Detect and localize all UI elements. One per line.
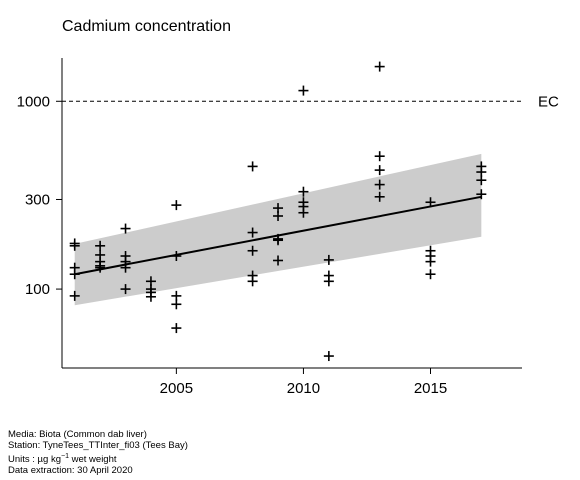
data-point: [171, 200, 182, 211]
data-point: [145, 291, 156, 302]
footer-metadata: Media: Biota (Common dab liver) Station:…: [8, 429, 188, 476]
data-point: [323, 254, 334, 265]
confidence-band: [74, 153, 482, 306]
data-point: [425, 256, 436, 267]
data-point: [247, 227, 258, 238]
data-point: [120, 223, 131, 234]
y-tick-label: 100: [25, 281, 50, 298]
data-point: [171, 299, 182, 310]
data-point: [374, 191, 385, 202]
data-point: [69, 240, 80, 251]
data-point: [247, 276, 258, 287]
data-point: [374, 151, 385, 162]
data-point: [374, 61, 385, 72]
footer-extraction: Data extraction: 30 April 2020: [8, 465, 133, 477]
data-point: [298, 186, 309, 197]
x-tick-label: 2015: [414, 380, 447, 397]
data-point: [171, 323, 182, 334]
x-tick-label: 2010: [287, 380, 320, 397]
data-point: [374, 165, 385, 176]
data-point: [69, 269, 80, 280]
data-point: [374, 179, 385, 190]
y-tick-label: 1000: [17, 93, 50, 110]
data-point: [273, 210, 284, 221]
ec-label: EC: [538, 93, 559, 110]
data-point: [273, 235, 284, 246]
data-point: [323, 351, 334, 362]
data-point: [247, 161, 258, 172]
y-tick-label: 300: [25, 191, 50, 208]
footer-units-prefix: Units : µg kg: [8, 454, 61, 466]
footer-units-suffix: wet weight: [68, 454, 117, 466]
axes-layer: 2005 2010 2015 100 300 1000: [17, 58, 522, 397]
data-point: [120, 284, 131, 295]
data-point: [273, 255, 284, 266]
data-point: [69, 290, 80, 301]
data-point: [171, 251, 182, 262]
data-point: [476, 189, 487, 200]
data-point: [425, 269, 436, 280]
data-point: [425, 197, 436, 208]
footer-units-exponent: −1: [61, 453, 69, 460]
data-point: [298, 85, 309, 96]
x-tick-label: 2005: [160, 380, 193, 397]
confidence-band-layer: [74, 153, 482, 306]
data-point: [95, 262, 106, 273]
data-point: [95, 240, 106, 251]
data-point: [171, 290, 182, 301]
points-layer: [69, 61, 487, 362]
reference-line-layer: EC: [62, 93, 559, 110]
data-point: [476, 175, 487, 186]
footer-media: Media: Biota (Common dab liver): [8, 429, 147, 440]
footer-units: Units : µg kg−1 wet weight: [8, 451, 188, 465]
data-point: [298, 207, 309, 218]
data-point: [247, 245, 258, 256]
chart-title: Cadmium concentration: [62, 18, 231, 35]
data-point: [323, 276, 334, 287]
footer-station: Station: TyneTees_TTInter_fi03 (Tees Bay…: [8, 440, 188, 451]
data-point: [120, 262, 131, 273]
